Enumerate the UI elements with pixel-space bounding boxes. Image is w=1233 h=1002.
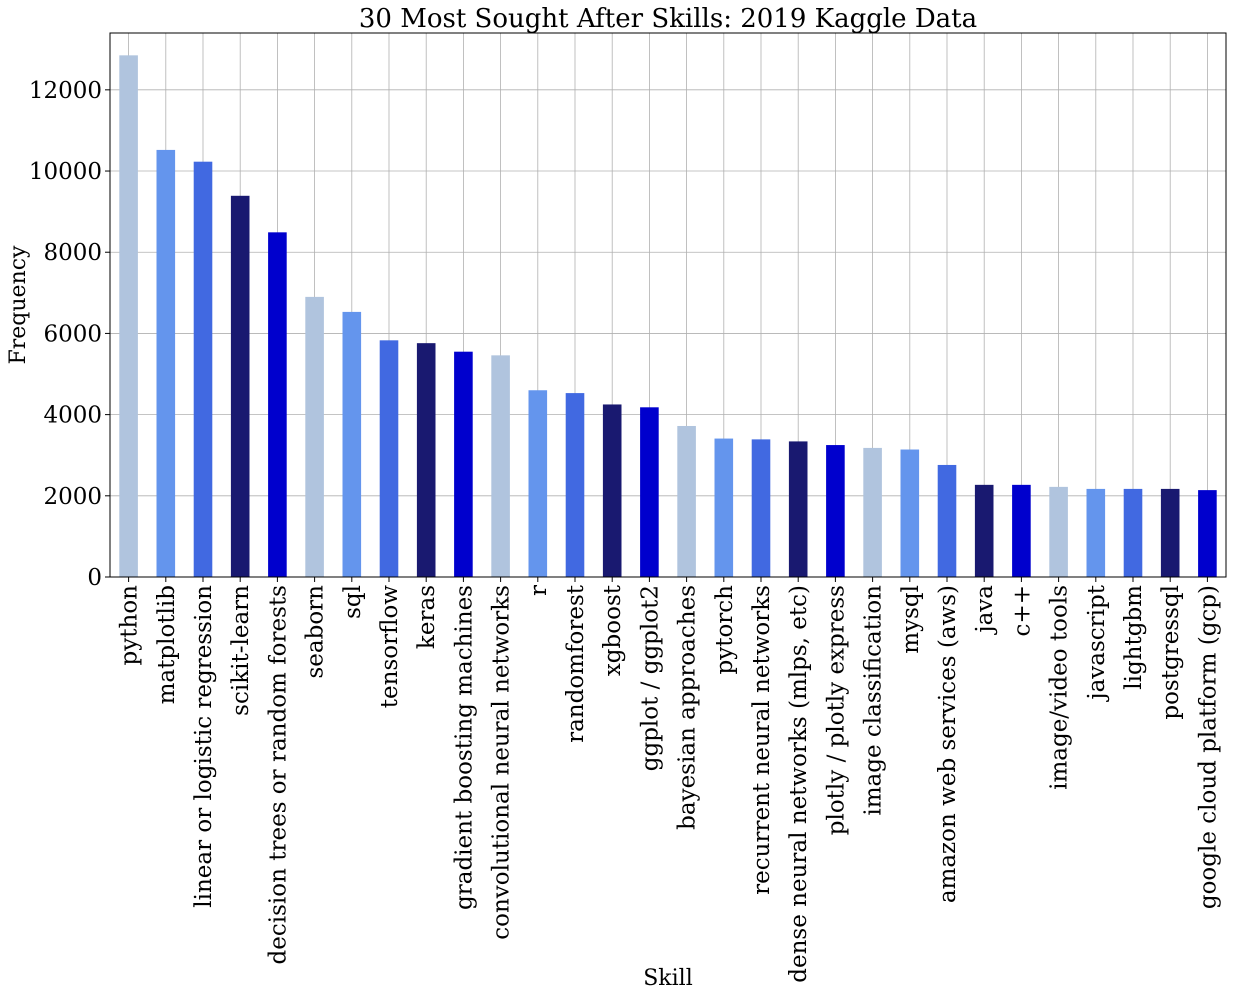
x-tick-label: keras xyxy=(414,585,440,649)
bar-lightgbm xyxy=(1123,488,1143,577)
bar-image-video-tools xyxy=(1049,486,1068,577)
x-tick-label: randomforest xyxy=(563,584,589,743)
bar-r xyxy=(528,390,548,577)
x-tick-label: plotly / plotly express xyxy=(823,585,849,835)
x-tick-label: recurrent neural networks xyxy=(749,585,775,895)
bar-tensorflow xyxy=(379,340,399,577)
bar-scikit-learn xyxy=(230,195,250,577)
bar-randomforest xyxy=(565,393,585,577)
x-tick-label: google cloud platform (gcp) xyxy=(1195,585,1221,909)
x-tick-label: dense neural networks (mlps, etc) xyxy=(786,585,812,983)
y-tick-label: 6000 xyxy=(43,321,102,347)
x-tick-label: gradient boosting machines xyxy=(451,585,477,910)
bar-pytorch xyxy=(714,438,734,577)
x-tick-label: tensorflow xyxy=(377,585,403,709)
x-tick-label: bayesian approaches xyxy=(675,585,701,830)
x-tick-labels: python matplotlib linear or logistic regre… xyxy=(117,584,1222,982)
y-tick-label: 4000 xyxy=(43,403,102,429)
bar-mysql xyxy=(900,449,920,577)
x-tick-label: r xyxy=(526,585,552,596)
x-tick-label: javascript xyxy=(1084,584,1110,702)
plot-frame xyxy=(109,32,1227,578)
bar-dense-neural-networks-mlps-etc xyxy=(788,441,808,577)
y-tick-label: 12000 xyxy=(29,78,102,104)
chart-title: 30 Most Sought After Skills: 2019 Kaggle… xyxy=(359,4,977,34)
x-tick-label: matplotlib xyxy=(154,585,180,704)
bar-python xyxy=(119,55,138,577)
bar-xgboost xyxy=(602,404,622,577)
x-tick-label: scikit-learn xyxy=(228,585,254,716)
y-tick-label: 0 xyxy=(87,565,102,591)
bar-image-classification xyxy=(863,447,882,577)
bar-ggplot-ggplot2 xyxy=(640,407,659,577)
bars xyxy=(119,55,1217,577)
bar-matplotlib xyxy=(156,149,176,577)
bar-plotly-plotly-express xyxy=(826,445,845,577)
x-tick-label: amazon web services (aws) xyxy=(935,585,961,903)
y-axis-title: Frequency xyxy=(6,245,31,365)
bar-amazon-web-services-aws xyxy=(937,464,957,577)
bar-java xyxy=(974,484,994,577)
x-tick-label: postgressql xyxy=(1158,585,1184,720)
tick-marks xyxy=(105,89,1208,582)
y-tick-label: 2000 xyxy=(43,484,102,510)
bar-postgressql xyxy=(1160,488,1180,577)
x-tick-label: seaborn xyxy=(303,585,329,679)
x-tick-label: python xyxy=(117,585,143,666)
x-tick-label: image classification xyxy=(861,585,887,816)
x-tick-label: convolutional neural networks xyxy=(489,585,515,940)
bar-gradient-boosting-machines xyxy=(454,351,473,577)
bar-javascript xyxy=(1086,488,1106,577)
y-tick-label: 10000 xyxy=(29,159,102,185)
bar-bayesian-approaches xyxy=(677,425,696,577)
x-tick-label: linear or logistic regression xyxy=(191,585,217,908)
bar-keras xyxy=(416,343,436,577)
x-tick-label: java xyxy=(972,585,998,636)
bar-c xyxy=(1012,484,1031,577)
bar-convolutional-neural-networks xyxy=(491,355,510,577)
bar-decision-trees-or-random-forests xyxy=(268,232,287,577)
x-tick-label: image/video tools xyxy=(1047,585,1073,790)
x-tick-label: pytorch xyxy=(712,585,738,675)
bar-recurrent-neural-networks xyxy=(751,439,771,577)
bar-seaborn xyxy=(305,296,324,577)
x-axis-title: Skill xyxy=(643,966,693,991)
x-tick-label: decision trees or random forests xyxy=(265,585,291,964)
bar-linear-or-logistic-regression xyxy=(193,161,213,577)
bar-google-cloud-platform-gcp xyxy=(1198,490,1217,577)
x-tick-label: lightgbm xyxy=(1121,585,1147,690)
y-tick-labels: 0 2000 4000 6000 8000 10000 12000 xyxy=(29,78,102,591)
x-tick-label: xgboost xyxy=(600,584,626,676)
x-tick-label: c++ xyxy=(1009,585,1035,636)
bar-sql xyxy=(342,311,362,577)
x-tick-label: ggplot / ggplot2 xyxy=(637,585,663,771)
y-tick-label: 8000 xyxy=(43,240,102,266)
x-tick-label: mysql xyxy=(898,585,924,654)
x-tick-label: sql xyxy=(340,585,366,619)
